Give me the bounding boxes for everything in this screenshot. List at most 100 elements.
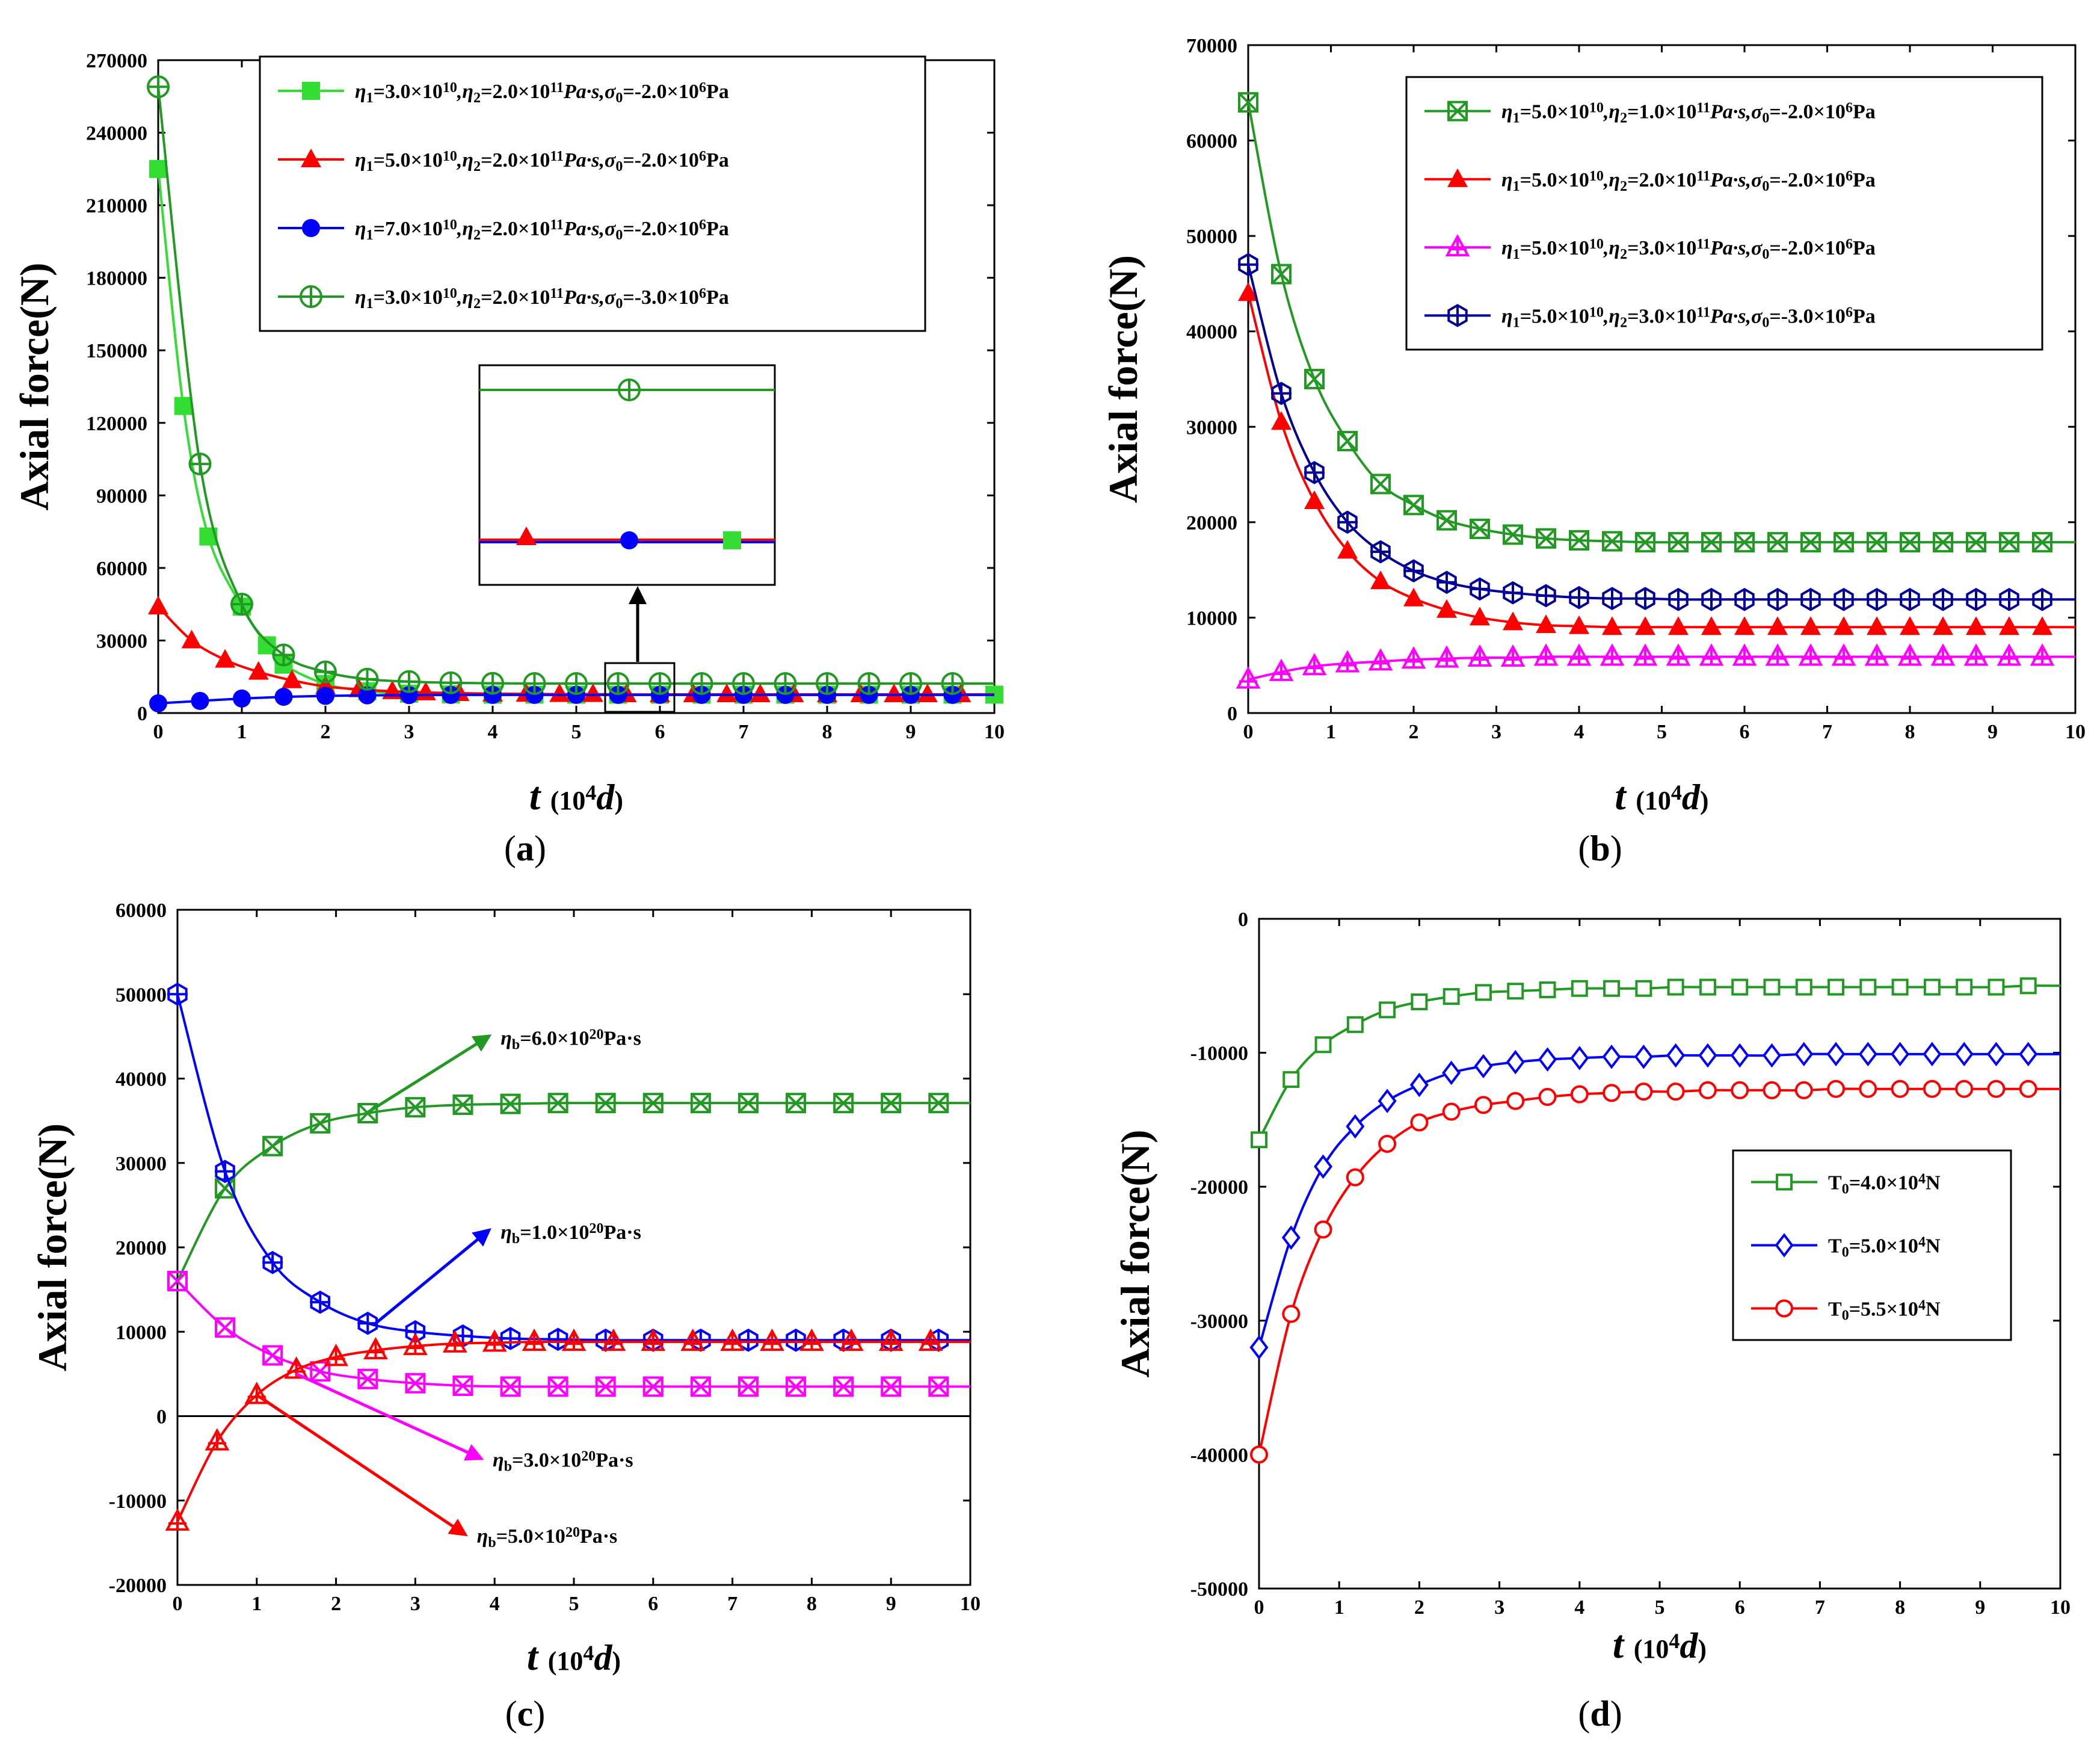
data-point [1923, 1042, 1942, 1067]
x-tick-label: 10 [2065, 721, 2086, 743]
legend-text: =-2.0×10 [623, 218, 699, 240]
data-point [716, 684, 737, 703]
data-point [1794, 1081, 1813, 1099]
legend-text: Pa [1853, 305, 1876, 327]
legend-text: T [1828, 1172, 1842, 1194]
data-point [918, 1328, 943, 1351]
legend-superscript: 10 [443, 286, 457, 301]
y-tick-label: 240000 [86, 123, 147, 145]
data-point [1602, 1044, 1621, 1069]
x-tick-label: 6 [648, 1593, 658, 1615]
data-point [398, 670, 420, 693]
data-point [215, 649, 236, 668]
data-point [1826, 1042, 1846, 1067]
data-point [1346, 1016, 1364, 1033]
legend-superscript: 11 [550, 149, 564, 164]
legend-subscript: 2 [473, 159, 481, 174]
data-point [442, 1330, 467, 1353]
x-tick-label: 5 [569, 1593, 579, 1615]
series-2 [1249, 1042, 2060, 1360]
data-point [1891, 1042, 1910, 1067]
legend-subscript: 2 [473, 90, 481, 106]
legend-label: η1=5.0×1010,η2=3.0×1011Pa·s,σ0=-3.0×106P… [1501, 305, 1876, 331]
series-2 [167, 982, 970, 1352]
data-point [1538, 1088, 1557, 1107]
data-point [1827, 1079, 1846, 1098]
series-2 [1238, 282, 2075, 635]
legend-text: Pa·s,σ [563, 149, 617, 171]
data-point [1864, 643, 1889, 666]
x-axis-label-part: t [1613, 1623, 1634, 1667]
data-point [215, 1317, 236, 1338]
data-point [522, 1328, 547, 1351]
data-point [310, 1290, 331, 1314]
y-tick-label: 0 [1227, 703, 1237, 725]
y-tick-label: 120000 [86, 413, 147, 435]
legend-text: ,η [457, 218, 473, 240]
x-axis-label-part: 4 [585, 780, 596, 804]
legend-text: =3.0×10 [374, 81, 443, 103]
x-tick-label: 4 [490, 1593, 500, 1615]
legend-text: =7.0×10 [374, 218, 443, 240]
x-tick-label: 3 [1494, 1596, 1504, 1619]
data-point [482, 1329, 507, 1352]
y-tick-label: 60000 [1186, 131, 1237, 153]
data-point [1635, 587, 1655, 611]
data-point [917, 684, 938, 703]
data-point [1795, 978, 1812, 996]
data-point [1570, 1046, 1589, 1070]
data-point [1434, 645, 1459, 668]
legend-text: =-3.0×10 [1769, 305, 1846, 327]
data-point [1763, 1081, 1781, 1099]
legend-marker [1447, 304, 1468, 327]
legend-text: =5.0×10 [1520, 101, 1589, 123]
data-point [760, 1328, 784, 1351]
x-tick-label: 3 [410, 1593, 420, 1615]
data-point [547, 1327, 568, 1351]
data-point [1269, 658, 1294, 681]
data-point [481, 672, 504, 695]
data-point [358, 686, 377, 705]
data-point [1834, 532, 1854, 553]
legend-text: Pa·s,σ [1710, 237, 1763, 259]
y-tick-label: -20000 [109, 1575, 167, 1597]
legend-marker [301, 149, 321, 167]
data-point [750, 684, 771, 703]
data-point [403, 1332, 428, 1356]
annotation-arrow [295, 1373, 484, 1461]
data-point [1698, 1081, 1717, 1099]
legend-text: ,η [1603, 237, 1620, 259]
legend-superscript: 11 [550, 286, 564, 301]
legend-text: Pa·s,σ [1710, 305, 1763, 327]
y-axis-label: Axial force(N) [29, 1123, 75, 1371]
legend-box [1405, 76, 2043, 351]
data-point [786, 1376, 807, 1397]
x-tick-label: 9 [886, 1593, 896, 1615]
y-tick-label: 20000 [115, 1237, 167, 1259]
y-tick-label: 30000 [115, 1153, 167, 1175]
legend-subscript: 2 [1620, 111, 1627, 126]
x-axis-label-part: t [529, 774, 550, 818]
legend-text: Pa·s [596, 1450, 633, 1472]
legend-label: η1=5.0×1010,η2=2.0×1011Pa·s,σ0=-2.0×106P… [1501, 168, 1876, 194]
data-point [1867, 532, 1887, 553]
data-point [1831, 643, 1856, 666]
x-axis-label: t (104d) [527, 1635, 621, 1679]
legend-text: ,η [1603, 169, 1620, 191]
x-tick-label: 5 [1655, 1596, 1665, 1619]
legend-text: Pa·s,σ [563, 81, 617, 103]
data-point [523, 672, 546, 695]
data-point [1859, 978, 1877, 996]
data-point [1666, 1082, 1685, 1101]
legend-label: η1=5.0×1010,η2=2.0×1011Pa·s,σ0=-2.0×106P… [355, 149, 729, 174]
data-point [786, 1093, 807, 1114]
legend-marker [1447, 168, 1468, 187]
data-point [1314, 1036, 1332, 1054]
data-point [1634, 1082, 1653, 1101]
data-point [1730, 1043, 1749, 1068]
legend-text: Pa [706, 218, 729, 240]
data-point [1281, 1225, 1301, 1250]
data-point [1503, 581, 1523, 605]
data-point [1368, 648, 1393, 671]
